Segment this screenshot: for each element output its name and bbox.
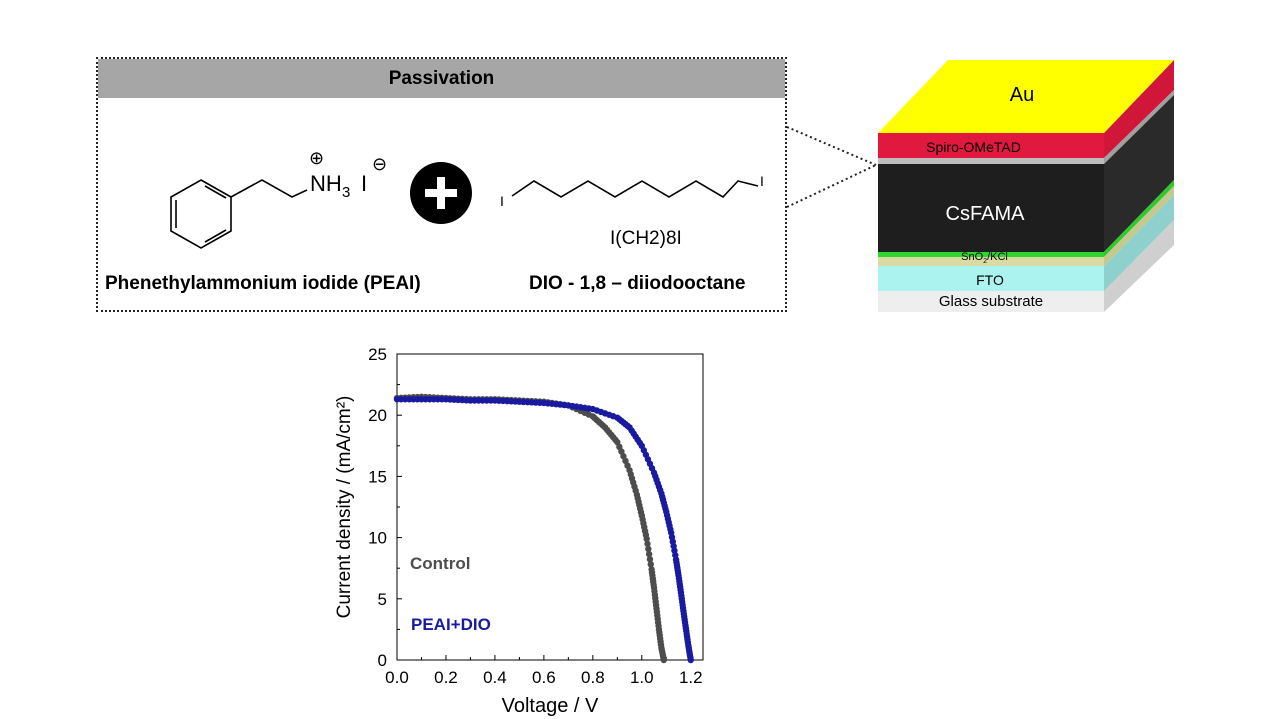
- data-point-control: [643, 535, 650, 543]
- x-axis: 0.0 0.2 0.4 0.6 0.8 1.0 1.2: [385, 655, 703, 687]
- peai-structure: [170, 179, 308, 249]
- panel-header: Passivation: [98, 59, 785, 98]
- data-point-control: [646, 556, 654, 563]
- y-tick-label: 10: [368, 529, 387, 548]
- positive-charge-icon: ⊕: [309, 148, 324, 169]
- connector-line-bottom: [786, 164, 877, 208]
- au-top-face: [878, 60, 1174, 133]
- x-axis-label: Voltage / V: [502, 695, 599, 717]
- csfama-layer: [878, 164, 1104, 252]
- glass-side: [1104, 220, 1174, 312]
- dio-formula: I(CH2)8I: [610, 228, 682, 249]
- connector-line-top: [786, 126, 877, 166]
- y-tick-label: 20: [368, 406, 387, 425]
- x-tick-label: 0.4: [483, 668, 507, 687]
- glass-layer: [878, 291, 1104, 312]
- y-axis-label: Current density / (mA/cm²): [334, 396, 355, 619]
- negative-charge-icon: ⊖: [372, 154, 387, 175]
- iodide-anion: I: [361, 171, 367, 196]
- dio-iodine-left: I: [500, 193, 504, 209]
- series-group: [393, 393, 694, 664]
- csfama-side: [1104, 95, 1174, 252]
- data-point-control: [645, 545, 652, 553]
- x-tick-label: 0.0: [385, 668, 409, 687]
- y-axis: 0 5 10 15 20 25: [368, 345, 402, 670]
- sno2-rest: /KCl: [987, 251, 1008, 263]
- x-tick-label: 0.8: [581, 668, 605, 687]
- passivation-panel: Passivation Phenethylammonium iodide (PE…: [96, 57, 787, 312]
- data-point-control: [644, 540, 651, 548]
- y-tick-label: 25: [368, 345, 387, 364]
- sno2-side: [1104, 180, 1174, 257]
- spiro-layer: [878, 133, 1104, 158]
- data-point-control: [645, 550, 653, 558]
- sno2-green-layer: [878, 252, 1104, 257]
- sno2-layer: [878, 257, 1104, 266]
- legend-control: Control: [410, 554, 470, 573]
- fto-label: FTO: [976, 272, 1004, 288]
- y-tick-label: 15: [368, 467, 387, 486]
- glass-label: Glass substrate: [938, 293, 1044, 310]
- ethyl-chain: [230, 179, 308, 198]
- x-tick-label: 1.2: [679, 668, 703, 687]
- plus-icon: [410, 162, 472, 224]
- y-tick-label: 5: [378, 590, 387, 609]
- sno2-sub: 2: [983, 258, 988, 266]
- ammonium-text: NH: [310, 171, 342, 196]
- x-tick-label: 1.0: [630, 668, 654, 687]
- fto-layer: [878, 266, 1104, 291]
- sno2-label: SnO2/KCl: [878, 251, 1091, 265]
- peai-name: Phenethylammonium iodide (PEAI): [105, 273, 421, 294]
- fto-side: [1104, 195, 1174, 291]
- y-tick-label: 0: [378, 651, 387, 670]
- data-point-peai-dio: [687, 656, 694, 664]
- x-tick-label: 0.6: [532, 668, 556, 687]
- spiro-label: Spiro-OMeTAD: [926, 139, 1021, 155]
- csfama-label: CsFAMA: [945, 203, 1025, 225]
- spiro-side: [1104, 60, 1174, 158]
- dio-chain: [511, 180, 759, 199]
- legend-peai-dio: PEAI+DIO: [411, 615, 491, 634]
- sno2-main: SnO: [961, 251, 984, 263]
- dio-name: DIO - 1,8 – diiodooctane: [529, 273, 746, 294]
- dio-iodine-right: I: [760, 173, 764, 189]
- ammonium-subscript: 3: [342, 184, 350, 201]
- au-label: Au: [1009, 84, 1035, 106]
- data-point-control: [660, 656, 668, 664]
- data-point-control: [647, 561, 654, 568]
- x-tick-label: 0.2: [434, 668, 458, 687]
